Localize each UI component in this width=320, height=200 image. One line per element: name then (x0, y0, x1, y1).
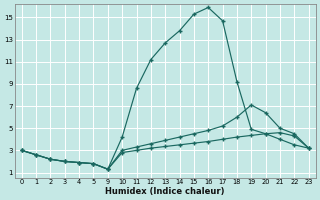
X-axis label: Humidex (Indice chaleur): Humidex (Indice chaleur) (106, 187, 225, 196)
